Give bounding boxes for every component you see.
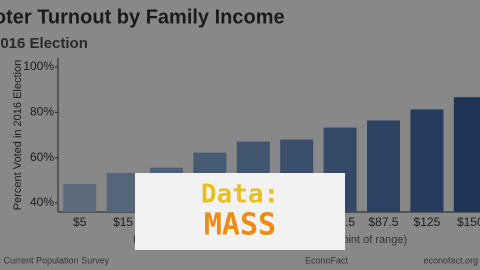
chart-subtitle: 2016 Election [0, 35, 88, 52]
bar [410, 109, 444, 212]
x-tick-label: $125 [414, 215, 441, 229]
y-tick-label: 80% [30, 105, 54, 119]
watermark-line1: Data: [201, 180, 279, 210]
y-tick-label: 100% [23, 59, 54, 73]
x-tick-label: $87.5 [368, 215, 398, 229]
bar [106, 172, 140, 212]
bar [63, 183, 97, 212]
bar [453, 97, 480, 212]
chart-title: Voter Turnout by Family Income [0, 6, 285, 28]
x-tick-label: $150 [457, 215, 480, 229]
brand: EconoFact [305, 255, 349, 265]
url: econofact.org [423, 255, 478, 265]
watermark-box [135, 173, 345, 250]
x-tick-label: $5 [73, 215, 87, 229]
watermark-line2: MASS [204, 208, 276, 243]
y-tick-label: 40% [30, 195, 54, 209]
y-tick-label: 60% [30, 150, 54, 164]
source: Source: Current Population Survey [0, 255, 110, 265]
y-axis-label: Percent Voted in 2016 Election [12, 60, 24, 210]
bar [367, 120, 400, 212]
x-tick-label: $15 [113, 215, 133, 229]
